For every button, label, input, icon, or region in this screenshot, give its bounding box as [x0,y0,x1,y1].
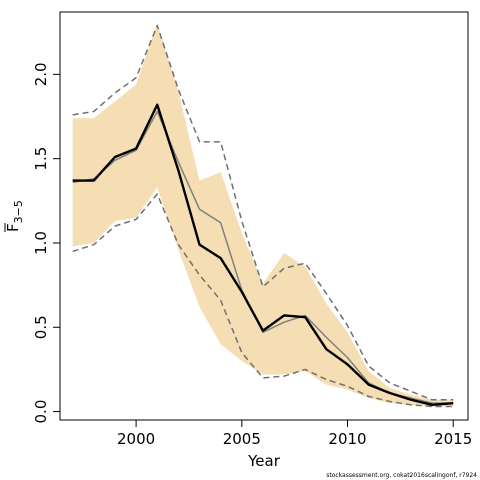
y-axis-label: F3−5 [4,200,25,232]
x-tick-label: 2000 [117,430,155,448]
y-tick-label: 0.5 [32,315,50,339]
y-axis-label-text: F [4,223,22,232]
confidence-band [72,23,454,407]
series-lines [72,24,454,408]
dashed-upper-series [72,24,454,401]
y-tick-label: 1.0 [32,231,50,255]
x-axis-label: Year [247,452,281,470]
y-axis: 0.0 0.5 1.0 1.5 2.0 [32,62,60,423]
confidence-band-area [72,23,454,407]
footnote: stockassessment.org, cokat2016scalingonf… [326,472,477,479]
y-axis-label-subscript: 3−5 [12,200,25,223]
y-tick-label: 1.5 [32,147,50,171]
plot-frame [59,11,469,421]
main-line-series [72,103,454,407]
x-axis: 2000 2005 2010 2015 [117,420,472,448]
x-tick-label: 2005 [223,430,261,448]
dashed-lower-series [72,193,454,408]
y-axis-label-main: F3−5 [4,200,25,232]
x-tick-label: 2010 [328,430,366,448]
y-tick-label: 0.0 [32,400,50,424]
y-tick-label: 2.0 [32,62,50,86]
x-tick-label: 2015 [434,430,472,448]
